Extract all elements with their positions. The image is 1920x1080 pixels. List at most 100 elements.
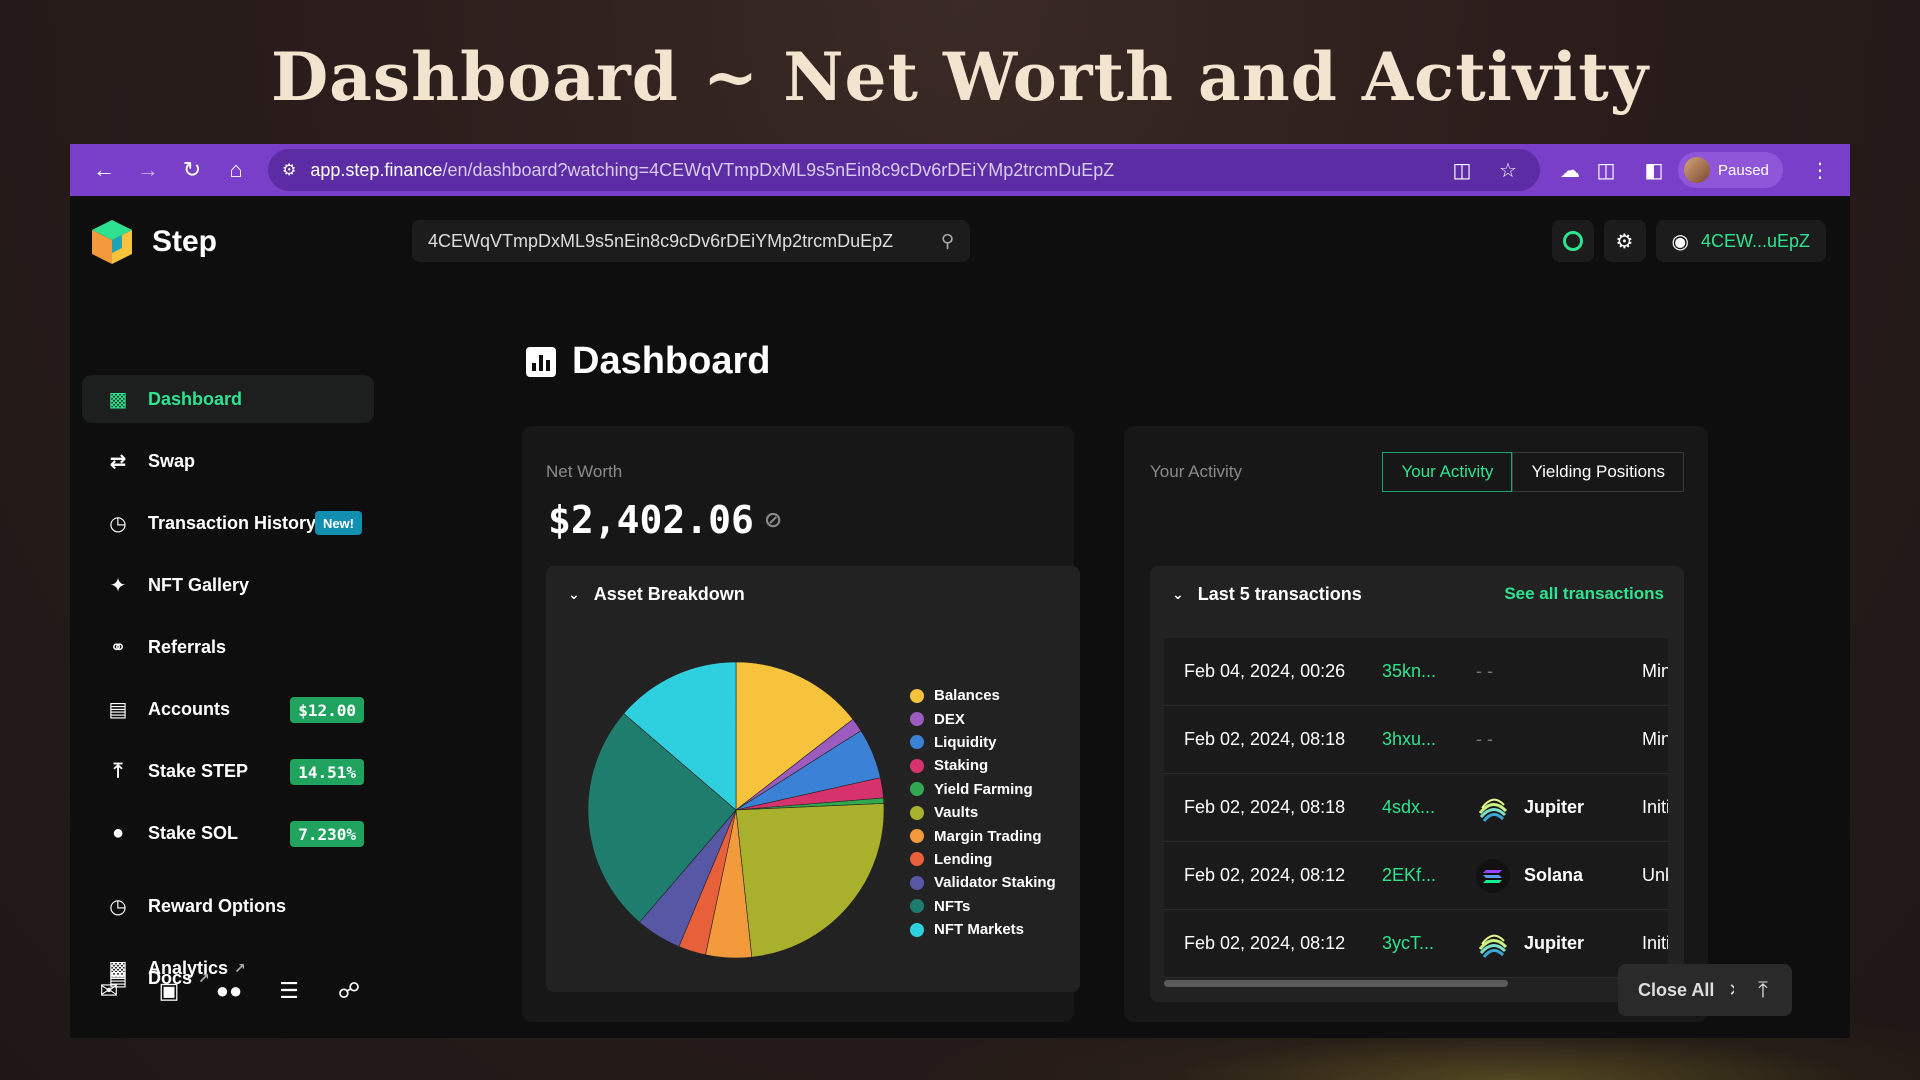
sidebar-item-stake-sol[interactable]: ● Stake SOL 7.230% <box>82 809 374 857</box>
sidebar-item-swap[interactable]: ⇄ Swap <box>82 437 374 485</box>
see-all-transactions-link[interactable]: See all transactions <box>1504 584 1664 603</box>
legend-item[interactable]: Lending <box>910 848 1056 871</box>
sidebar-item-dashboard[interactable]: ▩ Dashboard <box>82 375 374 423</box>
legend-item[interactable]: Vaults <box>910 801 1056 824</box>
tx-hash-link[interactable]: 4sdx... <box>1382 797 1436 817</box>
last-transactions-toggle[interactable]: ⌄ Last 5 transactions <box>1172 584 1362 605</box>
browser-toolbar: ← → ↻ ⌂ ⚙ app.step.finance/en/dashboard?… <box>70 144 1850 196</box>
settings-button[interactable]: ⚙ <box>1603 220 1646 262</box>
legend-label: NFTs <box>934 897 971 915</box>
sidebar-item-docs[interactable]: ▤ Docs ↗ <box>82 954 374 1002</box>
legend-swatch <box>910 688 924 703</box>
pie-slice-nfts[interactable] <box>587 713 737 923</box>
legend-item[interactable]: Margin Trading <box>910 824 1056 847</box>
table-row[interactable]: Feb 02, 2024, 08:12 3ycT... Jupiter Init… <box>1164 910 1668 978</box>
cart-icon[interactable]: ☍ <box>337 978 361 1003</box>
wallet-search-input[interactable]: 4CEWqVTmpDxML9s5nEin8c9cDv6rDEiYMp2trcmD… <box>412 220 970 262</box>
sidebar-item-transaction-history[interactable]: ◷ Transaction History New! <box>82 499 374 547</box>
scroll-to-top-button[interactable]: ⤒ <box>1734 964 1792 1016</box>
more-menu-icon[interactable]: ⋮ <box>1810 159 1830 182</box>
legend-label: DEX <box>934 710 965 728</box>
sync-status-button[interactable] <box>1551 220 1594 262</box>
sidebar-item-accounts[interactable]: ▤ Accounts $12.00 <box>82 685 374 733</box>
tx-hash-link[interactable]: 3ycT... <box>1382 933 1435 953</box>
chevron-down-icon: ⌄ <box>1172 586 1184 602</box>
tx-protocol: - - <box>1476 729 1493 749</box>
legend-swatch <box>910 899 924 914</box>
legend-item[interactable]: Liquidity <box>910 731 1056 754</box>
reload-icon[interactable]: ↻ <box>182 157 202 182</box>
sidebar-item-label: Swap <box>148 450 196 471</box>
scrollbar-thumb[interactable] <box>1164 980 1508 987</box>
sidebar-item-stake-step[interactable]: ⤒ Stake STEP 14.51% <box>82 747 374 795</box>
tx-protocol-name: Solana <box>1524 865 1584 885</box>
stake-sol-apy-badge: 7.230% <box>290 821 364 847</box>
legend-item[interactable]: Staking <box>910 754 1056 777</box>
table-row[interactable]: Feb 02, 2024, 08:18 3hxu... - - Min <box>1164 706 1668 774</box>
legend-label: Liquidity <box>934 733 997 751</box>
legend-item[interactable]: NFT Markets <box>910 918 1056 941</box>
sidebar-item-referrals[interactable]: ⚭ Referrals <box>82 623 374 671</box>
watched-wallet-button[interactable]: ◉ 4CEW...uEpZ <box>1655 220 1826 262</box>
sidebar-item-label: Stake STEP <box>148 760 249 781</box>
pie-legend: Balances DEX Liquidity Staking Yield Farming… <box>910 684 1056 941</box>
legend-label: NFT Markets <box>934 921 1025 939</box>
side-panel-icon[interactable]: ◧ <box>1644 159 1664 182</box>
legend-label: Margin Trading <box>934 827 1042 845</box>
pie-slice-balances[interactable] <box>735 661 854 811</box>
hero-title: Dashboard ~ Net Worth and Activity <box>270 38 1650 116</box>
legend-item[interactable]: Balances <box>910 684 1056 707</box>
tx-hash-link[interactable]: 2EKf... <box>1382 865 1437 885</box>
tab-your-activity[interactable]: Your Activity <box>1382 452 1513 492</box>
transactions-table: Feb 04, 2024, 00:26 35kn... - - Min Feb … <box>1164 638 1668 978</box>
legend-item[interactable]: DEX <box>910 707 1056 730</box>
pie-slice-nft-markets[interactable] <box>623 661 737 811</box>
discord-icon[interactable]: ▣ <box>158 978 180 1003</box>
tx-protocol: Solana <box>1476 858 1584 893</box>
profile-status: Paused <box>1718 161 1769 179</box>
medium-icon[interactable]: ●● <box>215 978 243 1003</box>
legend-label: Lending <box>934 850 993 868</box>
tab-yielding-positions[interactable]: Yielding Positions <box>1512 452 1684 492</box>
sidebar-item-nft-gallery[interactable]: ✦ NFT Gallery <box>82 561 374 609</box>
install-app-icon[interactable]: ◫ <box>1452 159 1472 182</box>
asset-pie-chart <box>587 661 885 959</box>
document-icon: ▤ <box>108 967 128 990</box>
tx-hash-link[interactable]: 35kn... <box>1382 661 1437 681</box>
sidebar-item-analytics[interactable]: ▩ Analytics ↗ <box>82 944 374 992</box>
net-worth-label: Net Worth <box>546 462 623 481</box>
forward-arrow-icon[interactable]: → <box>137 157 159 182</box>
legend-item[interactable]: NFTs <box>910 895 1056 918</box>
legend-item[interactable]: Yield Farming <box>910 778 1056 801</box>
sidebar-item-label: Referrals <box>148 636 227 657</box>
bookmark-star-icon[interactable]: ☆ <box>1499 159 1517 182</box>
table-row[interactable]: Feb 04, 2024, 00:26 35kn... - - Min <box>1164 638 1668 706</box>
logo[interactable]: Step <box>90 218 217 266</box>
step-logo-icon <box>92 220 132 264</box>
table-row[interactable]: Feb 02, 2024, 08:18 4sdx... Jupiter Init… <box>1164 774 1668 842</box>
tx-hash-link[interactable]: 3hxu... <box>1382 729 1437 749</box>
profile-button[interactable]: Paused <box>1678 152 1783 188</box>
extensions-puzzle-icon[interactable]: ◫ <box>1596 159 1616 182</box>
pie-slice-vaults[interactable] <box>735 803 885 958</box>
url-host: app.step.finance <box>310 159 443 180</box>
search-icon[interactable]: ⚲ <box>940 230 954 251</box>
page-title-text: Dashboard <box>572 340 771 382</box>
legend-item[interactable]: Validator Staking <box>910 871 1056 894</box>
sidebar-item-reward-options[interactable]: ◷ Reward Options <box>82 882 374 930</box>
twitter-icon[interactable]: ✉ <box>99 978 119 1003</box>
legend-label: Staking <box>934 757 989 775</box>
back-arrow-icon[interactable]: ← <box>93 157 115 182</box>
activity-label: Your Activity <box>1150 462 1242 481</box>
horizontal-scrollbar[interactable] <box>1164 978 1668 988</box>
sidebar-item-label: Accounts <box>148 698 231 719</box>
newsletter-icon[interactable]: ☰ <box>279 978 299 1003</box>
hide-balance-icon[interactable]: ⊘ <box>763 507 783 533</box>
address-bar[interactable]: ⚙ app.step.finance/en/dashboard?watching… <box>268 149 1540 191</box>
table-row[interactable]: Feb 02, 2024, 08:12 2EKf... Solana Unk <box>1164 842 1668 910</box>
site-settings-icon[interactable]: ⚙ <box>282 162 297 179</box>
home-icon[interactable]: ⌂ <box>229 157 243 182</box>
sidebar: Step ▩ Dashboard ⇄ Swap ◷ Transaction Hi… <box>70 196 380 1038</box>
extension-wallet-icon[interactable]: ☁ <box>1560 159 1580 182</box>
asset-breakdown-toggle[interactable]: ⌄ Asset Breakdown <box>568 584 745 605</box>
